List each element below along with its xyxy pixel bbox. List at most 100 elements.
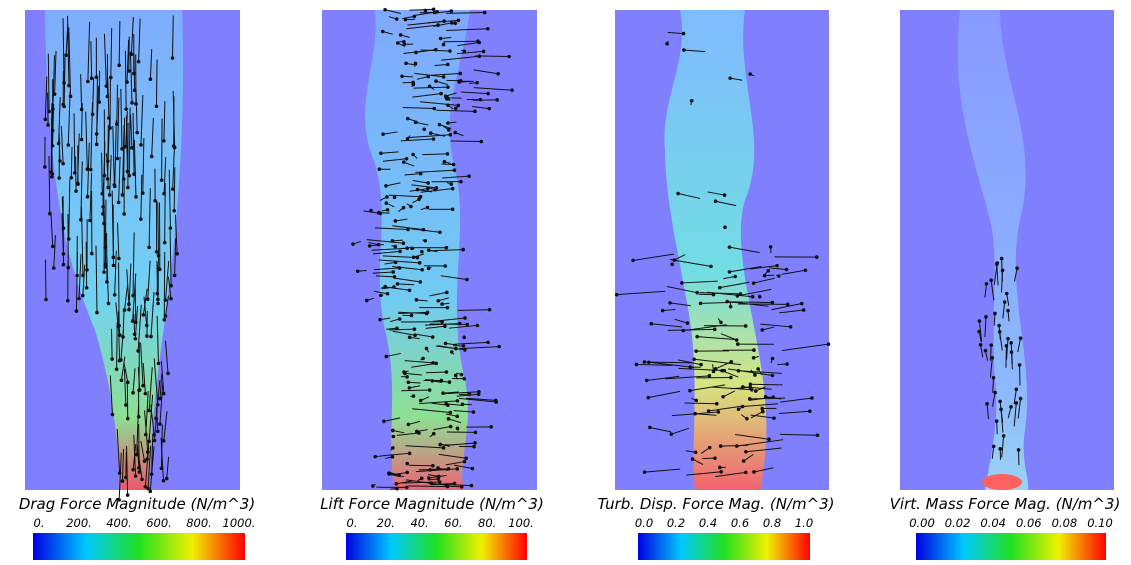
vector-head [977,319,982,323]
vector-head [457,321,462,326]
force-vector [735,434,770,440]
vector-head [770,300,775,305]
vector-head [148,77,153,81]
vector-head [815,433,820,438]
vector-head [439,91,443,96]
force-vector [63,56,66,107]
vector-head [156,429,160,434]
vector-head [420,249,424,254]
force-vector [174,214,178,254]
vector-head [158,422,162,426]
vector-head [770,373,775,378]
vector-head [401,160,406,164]
force-vector [142,138,145,194]
force-vector [133,314,136,335]
vector-head [999,256,1004,261]
vector-head [788,325,793,329]
vector-head [750,294,755,299]
force-vector [1017,398,1022,419]
vector-head [642,470,647,474]
force-vector [445,442,476,446]
vector-head [168,226,173,230]
vector-head [369,208,373,213]
force-vector [1010,342,1013,364]
force-vector [92,77,95,115]
vector-head [750,388,754,392]
vector-head [462,459,467,464]
vector-head [446,128,451,132]
force-vector [442,391,459,394]
force-vector [420,188,453,193]
vector-head [1001,434,1006,438]
vector-head [660,308,665,313]
vector-head [141,313,146,317]
force-vector [407,20,445,26]
vector-head [117,333,122,337]
vector-head [445,290,449,295]
force-vector [456,50,484,55]
vector-head [718,285,722,290]
force-vector [431,402,448,406]
vector-head [119,358,123,362]
force-vector [465,397,496,401]
vector-head [688,388,692,393]
vector-head [378,293,383,298]
vector-head [133,320,138,325]
vector-head [444,245,449,250]
colorbar-tick-label: 600. [146,516,172,530]
vector-head [487,106,492,111]
force-vector [457,42,480,47]
vector-head [1018,396,1023,401]
force-vector [1001,258,1003,282]
force-vector [429,249,464,252]
vector-head [120,147,124,151]
vector-head [449,9,454,13]
vector-head [106,185,110,190]
vector-head [103,262,108,267]
force-vector [135,88,138,133]
vector-head [137,466,141,470]
colorbar [916,533,1106,560]
force-vector [669,302,691,307]
colorbar-tick-label: 0.08 [1052,516,1078,530]
vector-head [383,284,388,289]
colorbar [33,533,245,560]
vector-head [162,240,167,245]
force-vector [644,468,681,473]
force-vector [132,232,135,296]
colorbar-tick-label: 20. [377,516,395,530]
vector-head [109,75,113,80]
vector-head [741,459,746,463]
force-vector [730,386,751,390]
vector-head [1009,405,1013,409]
vector-head [445,97,450,101]
vector-head [712,327,717,332]
vector-head [784,267,789,272]
force-vector [148,367,153,411]
force-vector [116,428,121,474]
force-vector [644,361,693,364]
force-vector [648,390,681,399]
force-vector [715,200,737,207]
force-vector [425,379,450,383]
force-vector [415,121,429,126]
force-vector [978,331,982,343]
force-vector [157,201,160,256]
vector-head [51,266,56,270]
force-vector [90,41,93,79]
force-vector [681,280,718,284]
force-vector [144,447,150,487]
vector-head [775,263,779,268]
vector-head [446,417,451,421]
force-vector [438,297,449,302]
force-vector [430,72,461,76]
colorbar-tick-label: 400. [106,516,132,530]
force-vector [375,275,395,278]
vector-head [127,307,131,312]
vector-head [649,321,654,326]
force-vector [70,146,73,178]
vector-head [385,291,390,296]
force-vector [408,485,448,488]
vector-head [475,323,480,328]
vector-head [147,245,151,250]
